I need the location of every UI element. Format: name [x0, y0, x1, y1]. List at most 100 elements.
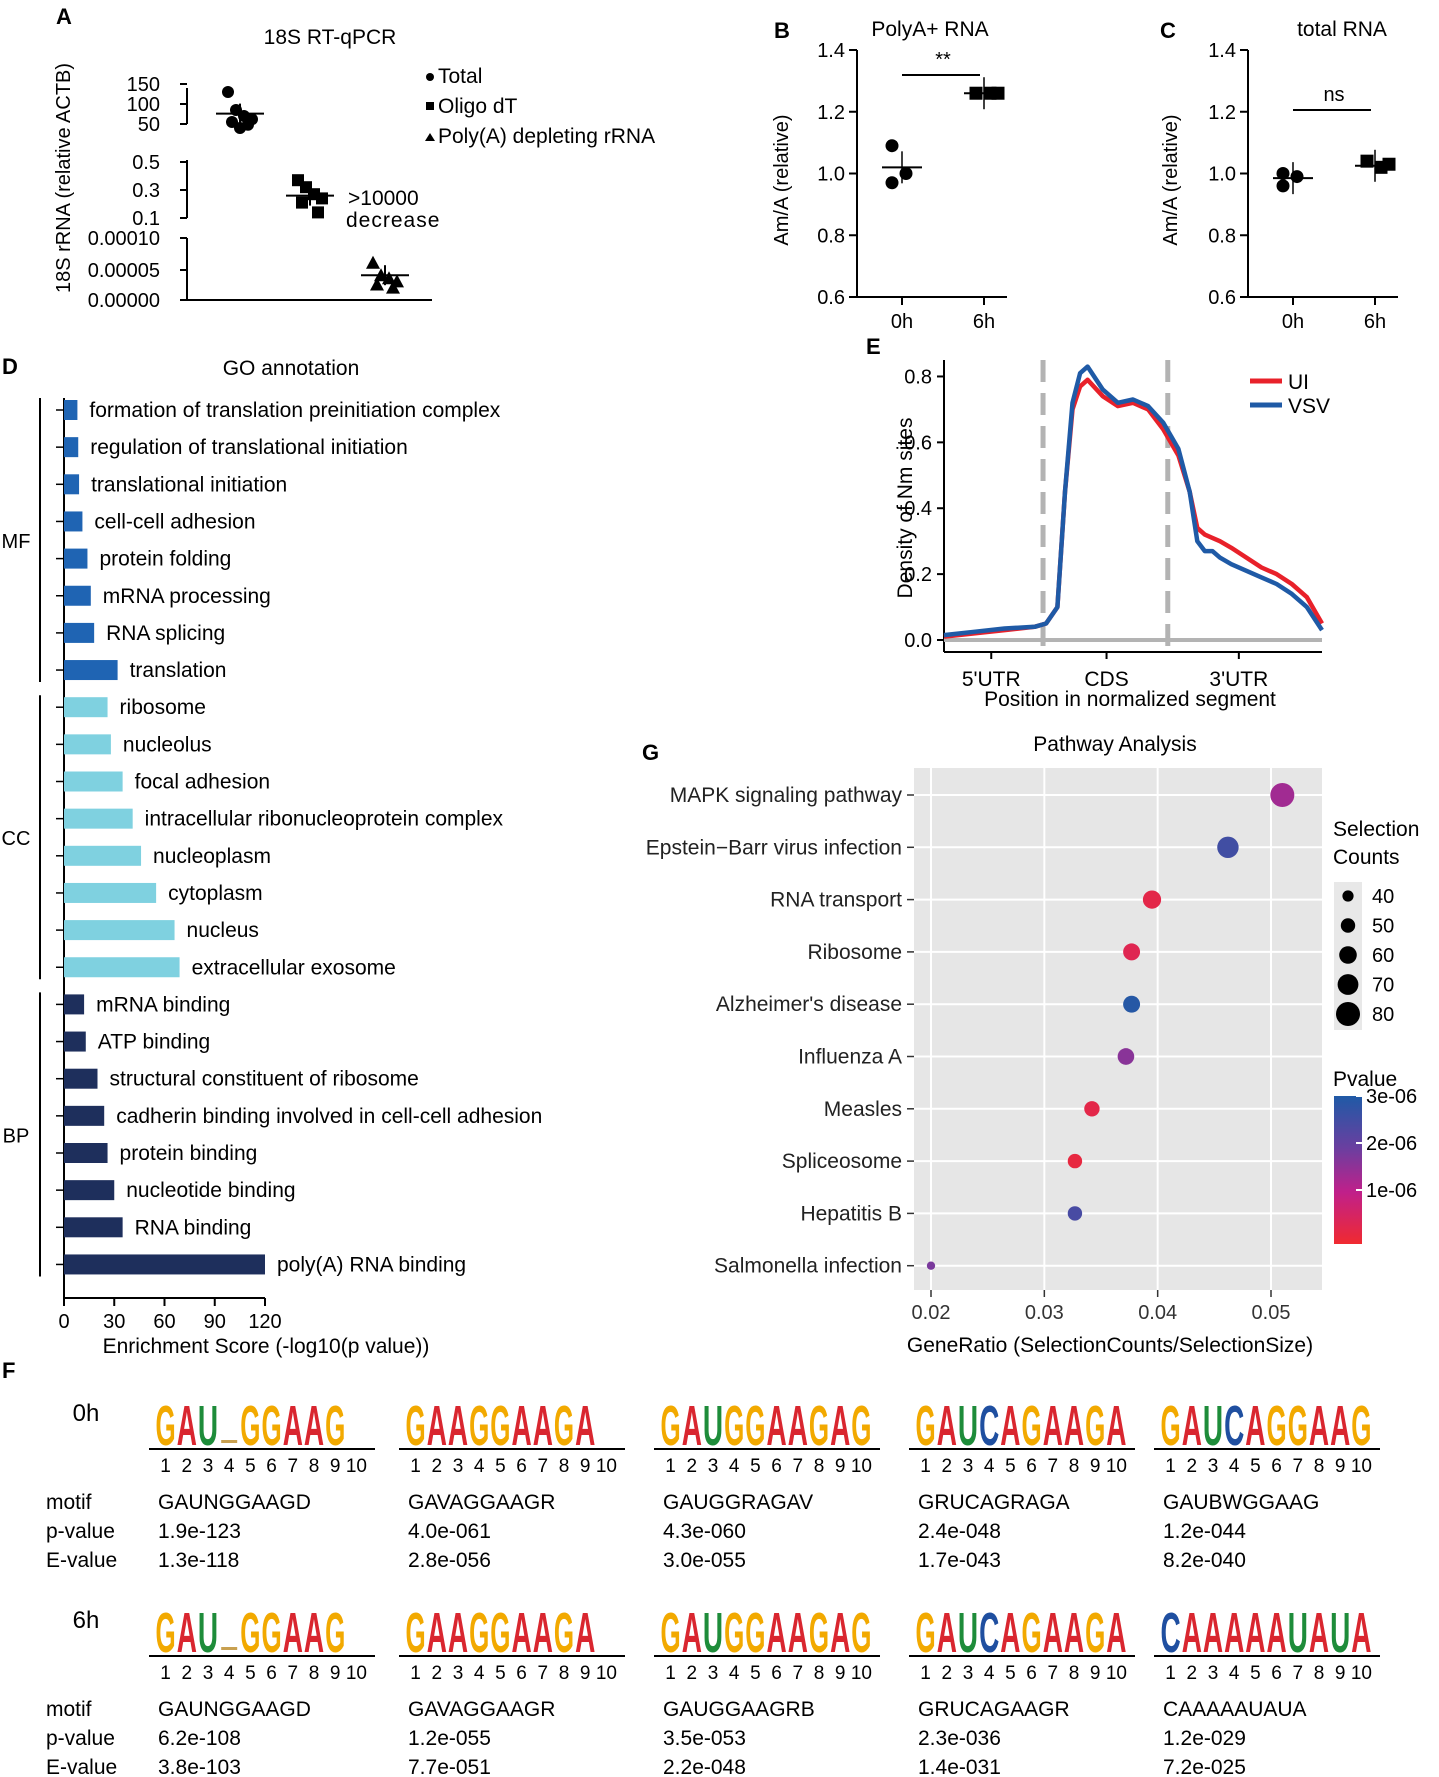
f-logo-letter: U: [1288, 1601, 1308, 1665]
f-logo-letter: G: [490, 1394, 510, 1458]
f-position-label: 1: [665, 1663, 676, 1684]
size-legend-dot: [1339, 946, 1357, 964]
panel-b-plot: 0.6 0.8 1.0 1.2 1.4 0h 6h **: [817, 40, 1007, 333]
panel-a-points: [216, 86, 409, 294]
point-0h: [1276, 167, 1290, 180]
d-bar: [64, 771, 123, 792]
f-logo-letter: G: [809, 1601, 829, 1665]
f-motif-name: GAUGGAAGRB: [663, 1698, 815, 1721]
f-logo-letter: C: [1224, 1394, 1244, 1458]
panel-b-ylabel: Am/A (relative): [771, 114, 793, 245]
f-logo-letter: A: [177, 1601, 197, 1665]
panel-g-title: Pathway Analysis: [1033, 733, 1196, 756]
f-stat-label: motif: [46, 1698, 92, 1721]
f-e-value: 7.7e-051: [408, 1756, 491, 1777]
f-logo-letter: A: [427, 1601, 447, 1665]
e-line-ui: [943, 377, 1324, 639]
d-bar: [64, 734, 111, 755]
legend-oligo-dt: Oligo dT: [438, 95, 518, 118]
g-point: [1270, 783, 1295, 807]
g-pathway-label: Hepatitis B: [800, 1202, 902, 1225]
panel-g-plot: 0.02 0.03 0.04 0.05 MAPK signaling pathway Ep…: [646, 768, 1322, 1324]
f-position-label: 6: [516, 1456, 527, 1477]
size-legend-items: 40 50 60 70 80: [1336, 886, 1394, 1026]
d-bar-label: translation: [130, 659, 227, 682]
f-position-label: 1: [1165, 1663, 1176, 1684]
d-bar-label: mRNA binding: [96, 993, 230, 1016]
f-e-value: 3.0e-055: [663, 1549, 746, 1572]
y-tick-label: 1.4: [1208, 40, 1236, 62]
significance-label: ns: [1323, 84, 1344, 106]
f-stat-label: motif: [46, 1491, 92, 1514]
g-point: [926, 1261, 936, 1270]
f-position-label: 10: [596, 1456, 617, 1477]
e-y-tick-label: 0.8: [904, 366, 932, 388]
e-y-tick-label: 0.6: [904, 432, 932, 454]
f-motif-name: CAAAAAUAUA: [1163, 1698, 1307, 1721]
f-position-label: 7: [1048, 1663, 1059, 1684]
f-logo-letter: G: [1288, 1394, 1308, 1458]
d-bar-label: extracellular exosome: [192, 956, 396, 979]
f-logo-letter: G: [1351, 1394, 1371, 1458]
f-logo-letter: A: [1000, 1601, 1020, 1665]
f-logo-letter: G: [1085, 1394, 1105, 1458]
f-logo-letter: G: [1022, 1601, 1042, 1665]
d-bar-label: translational initiation: [91, 473, 287, 496]
size-legend-label: 60: [1372, 945, 1394, 967]
panel-g-size-legend: Selection Counts 40 50 60 70 80: [1333, 818, 1419, 1030]
legend-square-icon: [426, 102, 434, 110]
point-0h: [885, 139, 899, 153]
a-y-tick-label: 0.00000: [88, 290, 160, 312]
f-position-label: 9: [1335, 1663, 1346, 1684]
f-position-label: 9: [835, 1663, 846, 1684]
f-p-value: 1.2e-044: [1163, 1520, 1246, 1543]
f-position-label: 8: [814, 1663, 825, 1684]
f-position-label: 10: [596, 1663, 617, 1684]
f-position-label: 5: [1250, 1663, 1261, 1684]
f-logo-letter: A: [177, 1394, 197, 1458]
f-position-label: 3: [203, 1456, 214, 1477]
f-logo-letter: A: [575, 1394, 595, 1458]
f-logo-letter: G: [660, 1601, 680, 1665]
f-logo-letter: G: [851, 1601, 871, 1665]
y-tick-label: 0.8: [817, 225, 845, 247]
f-position-label: 9: [580, 1456, 591, 1477]
f-position-label: 1: [160, 1456, 171, 1477]
d-bar-label: cytoplasm: [168, 882, 263, 905]
a-point-oligo-dt: [296, 196, 308, 209]
f-logo-letter: G: [490, 1601, 510, 1665]
f-logo-letter: A: [766, 1394, 786, 1458]
d-bar-label: protein binding: [120, 1142, 258, 1165]
f-position-label: 1: [1165, 1456, 1176, 1477]
a-point-polya-depleting: [370, 277, 384, 291]
d-bar: [64, 845, 142, 866]
g-x-tick-label: 0.02: [912, 1302, 951, 1324]
d-bar-label: mRNA processing: [103, 585, 271, 608]
d-bar: [64, 622, 95, 643]
f-stat-label: p-value: [46, 1727, 115, 1750]
d-group-label: BP: [3, 1125, 30, 1147]
color-legend-label: 1e-06: [1366, 1180, 1417, 1202]
f-position-label: 10: [1351, 1456, 1372, 1477]
f-position-label: 7: [793, 1663, 804, 1684]
f-position-label: 5: [750, 1663, 761, 1684]
panel-label-c: C: [1160, 18, 1176, 43]
f-logo-letter: G: [156, 1601, 176, 1665]
f-position-label: 1: [920, 1663, 931, 1684]
f-logo-letter: G: [554, 1601, 574, 1665]
d-group-label: MF: [2, 531, 31, 553]
f-logo-letter: A: [1064, 1601, 1084, 1665]
d-bar-label: intracellular ribonucleoprotein complex: [145, 808, 504, 831]
f-position-label: 4: [474, 1663, 485, 1684]
f-logo-letter: A: [1106, 1601, 1126, 1665]
f-position-label: 7: [288, 1456, 299, 1477]
g-pathway-label: Spliceosome: [782, 1150, 902, 1173]
panel-d: D GO annotation MF formation of translati…: [2, 354, 543, 1358]
panel-label-a: A: [56, 4, 72, 29]
f-logo-letter: A: [1309, 1394, 1329, 1458]
y-tick-label: 1.4: [817, 40, 845, 62]
x-tick-label: 0h: [1282, 311, 1304, 333]
f-position-label: 1: [410, 1456, 421, 1477]
f-logo-letter: G: [1267, 1394, 1287, 1458]
